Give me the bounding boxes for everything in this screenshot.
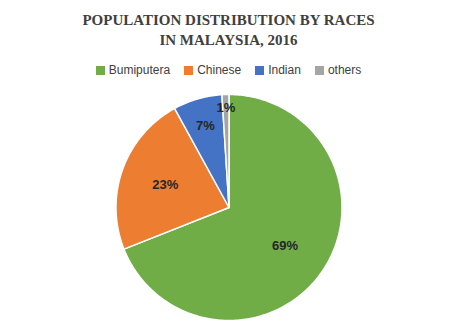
svg-text:1%: 1%: [216, 100, 235, 115]
html-text:Chinese: Chinese: [197, 63, 242, 77]
html-text:others: others: [327, 63, 362, 77]
html-text:Bumiputera: Bumiputera: [108, 63, 171, 77]
svg-text:7%: 7%: [196, 118, 215, 133]
html-text:Indian: Indian: [268, 63, 301, 77]
svg-text:69%: 69%: [272, 238, 298, 253]
html-text:POPULATION DISTRIBUTION BY RAC: POPULATION DISTRIBUTION BY RACES IN MALA…: [82, 12, 375, 48]
svg-text:23%: 23%: [152, 177, 178, 192]
